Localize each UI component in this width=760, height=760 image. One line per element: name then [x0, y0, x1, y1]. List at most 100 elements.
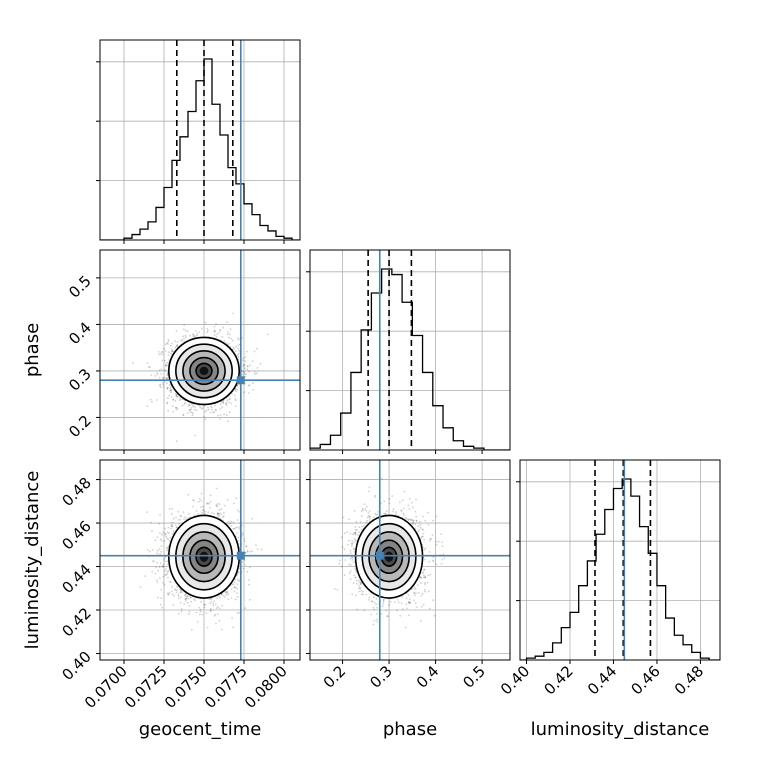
- sample-point: [225, 414, 228, 417]
- sample-point: [243, 372, 246, 375]
- sample-point: [175, 345, 178, 348]
- sample-point: [188, 409, 191, 411]
- sample-point: [170, 513, 173, 515]
- sample-point: [158, 376, 161, 379]
- sample-point: [160, 373, 163, 375]
- sample-point: [175, 330, 178, 332]
- sample-point: [163, 557, 166, 560]
- sample-point: [162, 531, 165, 534]
- sample-point: [230, 524, 233, 527]
- sample-point: [167, 361, 169, 364]
- sample-point: [144, 575, 147, 577]
- sample-point: [162, 563, 165, 566]
- sample-point: [180, 608, 183, 611]
- sample-point: [193, 598, 196, 600]
- sample-point: [204, 512, 206, 515]
- sample-point: [249, 364, 251, 367]
- sample-point: [177, 597, 180, 600]
- sample-point: [236, 612, 239, 614]
- sample-point: [217, 512, 220, 515]
- sample-point: [162, 376, 164, 379]
- sample-point: [175, 395, 178, 398]
- histogram-phase: [310, 268, 510, 450]
- sample-point: [174, 524, 177, 527]
- sample-point: [157, 569, 160, 572]
- panel-frame: [99, 39, 301, 241]
- sample-point: [166, 342, 169, 345]
- sample-point: [253, 350, 256, 353]
- sample-point: [182, 413, 185, 416]
- sample-point: [236, 519, 239, 521]
- sample-point: [155, 579, 158, 581]
- sample-point: [146, 511, 149, 513]
- sample-point: [170, 389, 172, 392]
- sample-point: [190, 407, 193, 409]
- sample-point: [163, 380, 166, 383]
- sample-point: [207, 329, 209, 332]
- sample-point: [200, 407, 203, 410]
- sample-point: [159, 532, 161, 534]
- density-level-5: [199, 366, 209, 376]
- sample-point: [211, 406, 214, 409]
- sample-point: [247, 384, 250, 387]
- sample-point: [195, 409, 198, 412]
- sample-point: [195, 330, 198, 332]
- sample-point: [227, 598, 230, 601]
- sample-point: [237, 347, 240, 350]
- sample-point: [232, 626, 235, 629]
- sample-point: [199, 610, 202, 613]
- sample-point: [176, 526, 178, 529]
- sample-point: [237, 580, 240, 582]
- sample-point: [244, 356, 247, 358]
- sample-point: [228, 333, 231, 336]
- sample-point: [228, 401, 231, 404]
- sample-point: [177, 510, 180, 513]
- sample-point: [182, 511, 185, 513]
- sample-point: [231, 617, 234, 619]
- sample-point: [221, 335, 224, 338]
- sample-point: [246, 550, 249, 553]
- sample-point: [178, 612, 181, 615]
- sample-point: [183, 518, 185, 520]
- sample-point: [171, 507, 173, 510]
- sample-point: [180, 515, 183, 518]
- sample-point: [219, 512, 221, 515]
- sample-point: [149, 398, 152, 401]
- sample-point: [185, 600, 187, 602]
- sample-point: [236, 588, 239, 590]
- sample-point: [203, 603, 206, 606]
- sample-point: [246, 570, 249, 573]
- sample-point: [173, 588, 176, 590]
- panel-frame: [99, 39, 301, 241]
- sample-point: [173, 594, 175, 597]
- sample-point: [194, 599, 196, 602]
- sample-point: [233, 348, 236, 350]
- sample-point: [266, 333, 269, 336]
- sample-point: [168, 359, 170, 361]
- sample-point: [236, 532, 238, 534]
- sample-point: [155, 399, 158, 401]
- sample-point: [229, 522, 232, 524]
- sample-point: [232, 339, 234, 342]
- sample-point: [185, 597, 188, 600]
- sample-point: [161, 353, 164, 356]
- sample-point: [233, 590, 236, 593]
- sample-point: [162, 381, 164, 384]
- sample-point: [218, 620, 221, 622]
- sample-point: [207, 406, 209, 409]
- sample-point: [209, 609, 212, 612]
- sample-point: [217, 414, 219, 417]
- sample-point: [166, 537, 169, 540]
- sample-point: [151, 549, 154, 551]
- sample-point: [230, 520, 233, 523]
- sample-point: [160, 588, 163, 591]
- sample-point: [164, 532, 167, 535]
- sample-point: [189, 408, 192, 411]
- sample-point: [226, 591, 229, 594]
- sample-point: [164, 350, 167, 352]
- sample-point: [170, 353, 173, 355]
- sample-point: [251, 382, 254, 385]
- sample-point: [245, 545, 248, 547]
- sample-point: [228, 342, 231, 345]
- sample-point: [175, 591, 178, 594]
